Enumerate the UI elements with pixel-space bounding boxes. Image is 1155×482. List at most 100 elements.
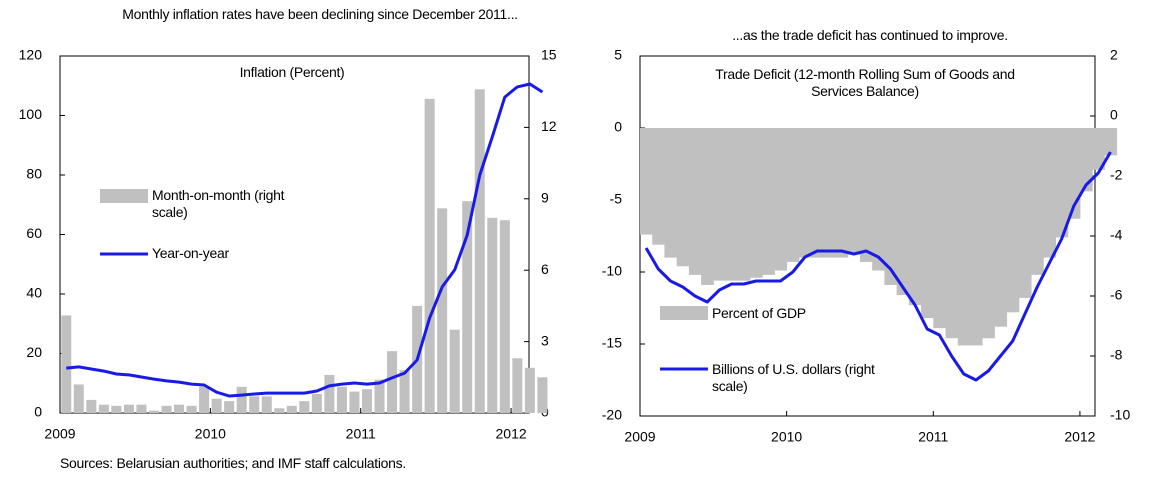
bar: [786, 128, 800, 262]
bar: [713, 128, 727, 281]
y-tick-label: 80: [26, 166, 42, 182]
bar: [908, 128, 922, 306]
y2-tick-label: 12: [541, 118, 557, 134]
bar: [1031, 128, 1044, 275]
bar: [969, 128, 983, 346]
x-tick-label: 2010: [771, 429, 802, 445]
bar: [1092, 128, 1105, 170]
x-tick-label: 2011: [346, 426, 376, 442]
bar: [872, 128, 885, 271]
bar: [811, 128, 824, 258]
bar: [462, 201, 473, 413]
bar: [274, 408, 285, 413]
bar: [399, 370, 410, 413]
bar: [664, 128, 678, 258]
legend-swatch: [100, 189, 148, 203]
y-tick-label: -20: [602, 407, 622, 423]
bar: [994, 128, 1008, 327]
bar: [86, 399, 97, 413]
line: [644, 151, 1112, 382]
y-tick-label: 20: [26, 344, 42, 360]
y2-tick-label: 3: [541, 332, 549, 348]
bar: [311, 393, 322, 413]
y2-tick-label: 9: [541, 190, 549, 206]
bar: [449, 329, 460, 413]
source-note: Sources: Belarusian authorities; and IMF…: [60, 455, 406, 471]
y-tick-label: 40: [26, 285, 42, 301]
bar: [336, 386, 347, 413]
bar: [512, 358, 523, 413]
y2-tick-label: -6: [1110, 287, 1123, 303]
bar: [161, 405, 172, 413]
chart-title: Monthly inflation rates have been declin…: [122, 6, 518, 22]
legend-label: Percent of GDP: [712, 305, 862, 322]
bar: [186, 405, 197, 413]
y-tick-label: 100: [19, 106, 43, 122]
bar: [324, 374, 335, 413]
bar: [437, 208, 448, 413]
bar: [688, 128, 702, 275]
y2-tick-label: -10: [1110, 407, 1130, 423]
bar: [73, 384, 84, 413]
y-tick-label: 0: [34, 404, 42, 420]
y2-tick-label: 0: [1110, 107, 1118, 123]
panel-label: Trade Deficit (12-month Rolling Sum of G…: [715, 66, 1015, 99]
bar: [957, 128, 971, 346]
bar: [537, 377, 548, 413]
bar: [174, 404, 185, 413]
bar: [199, 386, 210, 413]
legend-label: Billions of U.S. dollars (right scale): [712, 361, 902, 395]
bar: [61, 315, 72, 413]
bar: [424, 98, 435, 413]
bar: [725, 128, 739, 281]
bar: [982, 128, 995, 339]
bar: [286, 405, 297, 413]
bar: [1043, 128, 1056, 258]
bar: [487, 217, 498, 413]
bar: [299, 401, 310, 413]
bar: [676, 128, 690, 267]
bar: [524, 367, 535, 413]
bar: [374, 379, 385, 413]
bar: [701, 128, 714, 285]
bar: [261, 396, 272, 413]
y2-tick-label: 2: [1110, 47, 1118, 63]
bar: [1055, 128, 1069, 238]
y2-tick-label: 6: [541, 261, 549, 277]
bar: [933, 128, 946, 329]
bar: [823, 128, 837, 258]
bar: [1018, 128, 1032, 298]
y2-tick-label: -4: [1110, 227, 1123, 243]
bar: [774, 128, 788, 271]
y-tick-label: -10: [602, 263, 622, 279]
bar: [749, 128, 763, 278]
bar: [211, 398, 222, 413]
legend-label: Year-on-year: [152, 245, 312, 262]
bar: [945, 128, 959, 339]
y-tick-label: 120: [19, 47, 43, 63]
bar: [798, 128, 812, 258]
bar: [762, 128, 775, 275]
bar: [921, 128, 934, 319]
y-tick-label: 60: [26, 225, 42, 241]
bar: [236, 386, 247, 413]
bar: [737, 128, 751, 281]
y-tick-label: -5: [610, 191, 623, 207]
bar: [98, 404, 109, 413]
bar: [884, 128, 898, 285]
bar: [640, 128, 653, 235]
bar: [361, 389, 372, 413]
panel-label: Inflation (Percent): [239, 64, 345, 80]
bar: [652, 128, 665, 245]
y-tick-label: 0: [614, 119, 622, 135]
bar: [847, 128, 861, 255]
bar: [111, 405, 122, 413]
bar: [136, 404, 147, 413]
x-tick-label: 2010: [195, 426, 226, 442]
bar: [859, 128, 873, 262]
y2-tick-label: -8: [1110, 347, 1123, 363]
bar: [349, 391, 360, 413]
x-tick-label: 2009: [624, 429, 655, 445]
bar: [499, 220, 510, 413]
